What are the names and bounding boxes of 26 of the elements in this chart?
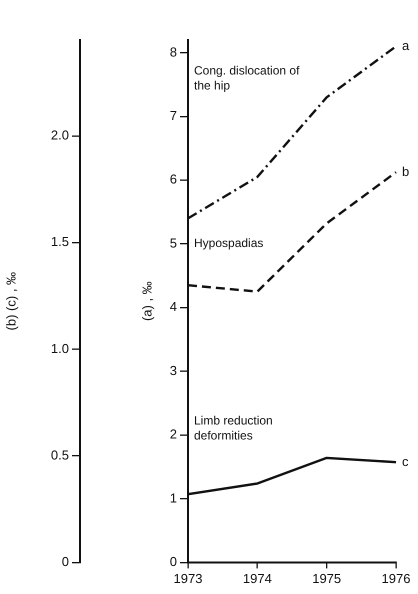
y2-tick-label: 2.0 [50,128,69,143]
annotation: Cong. dislocation of the hip [194,64,300,93]
series-label: b [402,164,410,179]
y-tick-label: 4 [170,299,177,314]
x-tick-label: 1975 [312,570,342,586]
y-tick-label: 8 [170,44,177,60]
x-tick-label: 1974 [242,570,272,586]
y-tick-label: 2 [170,426,177,442]
series-label: c [402,454,409,469]
series-label: a [402,38,410,53]
x-tick-label: 1973 [174,570,202,586]
y2-tick-label: 0 [62,554,69,569]
y-tick-label: 5 [170,235,177,250]
y2-tick-label: 1.5 [50,234,69,250]
annotation: Limb reduction deformities [194,414,273,443]
y-axis-title: (a) , ‰ [139,281,154,322]
y-tick-label: 1 [170,490,177,506]
y2-axis-title: (b) (c) , ‰ [3,272,18,330]
y-tick-label: 3 [170,362,177,378]
y-tick-label: 7 [170,108,177,124]
y2-tick-label: 1.0 [50,340,69,356]
y2-tick-label: 0.5 [50,447,69,462]
x-tick-label: 1976 [382,570,410,586]
y-tick-label: 0 [170,554,177,569]
annotation: Hypospadias [194,236,264,250]
y-tick-label: 6 [170,172,177,187]
